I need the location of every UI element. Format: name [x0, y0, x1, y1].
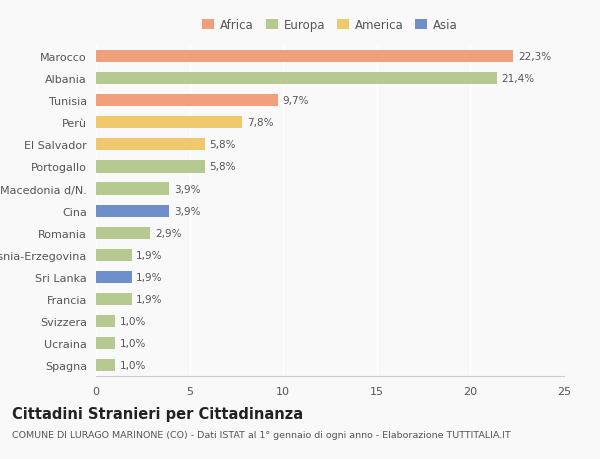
Bar — [96, 271, 131, 283]
Bar — [96, 117, 242, 129]
Text: 3,9%: 3,9% — [173, 184, 200, 194]
Text: 1,0%: 1,0% — [119, 360, 146, 370]
Text: 2,9%: 2,9% — [155, 228, 181, 238]
Text: 21,4%: 21,4% — [501, 74, 535, 84]
Text: 5,8%: 5,8% — [209, 140, 236, 150]
Bar — [96, 95, 278, 107]
Legend: Africa, Europa, America, Asia: Africa, Europa, America, Asia — [198, 14, 462, 37]
Bar — [96, 161, 205, 173]
Bar — [96, 337, 115, 349]
Bar — [96, 51, 514, 63]
Bar — [96, 249, 131, 261]
Text: 7,8%: 7,8% — [247, 118, 273, 128]
Text: 5,8%: 5,8% — [209, 162, 236, 172]
Text: 9,7%: 9,7% — [282, 96, 309, 106]
Text: 1,9%: 1,9% — [136, 294, 163, 304]
Text: 22,3%: 22,3% — [518, 52, 551, 62]
Text: Cittadini Stranieri per Cittadinanza: Cittadini Stranieri per Cittadinanza — [12, 406, 303, 421]
Bar — [96, 73, 497, 85]
Bar — [96, 315, 115, 327]
Bar — [96, 183, 169, 195]
Text: 1,0%: 1,0% — [119, 316, 146, 326]
Text: 1,9%: 1,9% — [136, 272, 163, 282]
Text: 1,0%: 1,0% — [119, 338, 146, 348]
Bar — [96, 227, 150, 239]
Bar — [96, 293, 131, 305]
Text: 3,9%: 3,9% — [173, 206, 200, 216]
Text: 1,9%: 1,9% — [136, 250, 163, 260]
Bar — [96, 139, 205, 151]
Bar — [96, 359, 115, 371]
Text: COMUNE DI LURAGO MARINONE (CO) - Dati ISTAT al 1° gennaio di ogni anno - Elabora: COMUNE DI LURAGO MARINONE (CO) - Dati IS… — [12, 431, 511, 440]
Bar — [96, 205, 169, 217]
